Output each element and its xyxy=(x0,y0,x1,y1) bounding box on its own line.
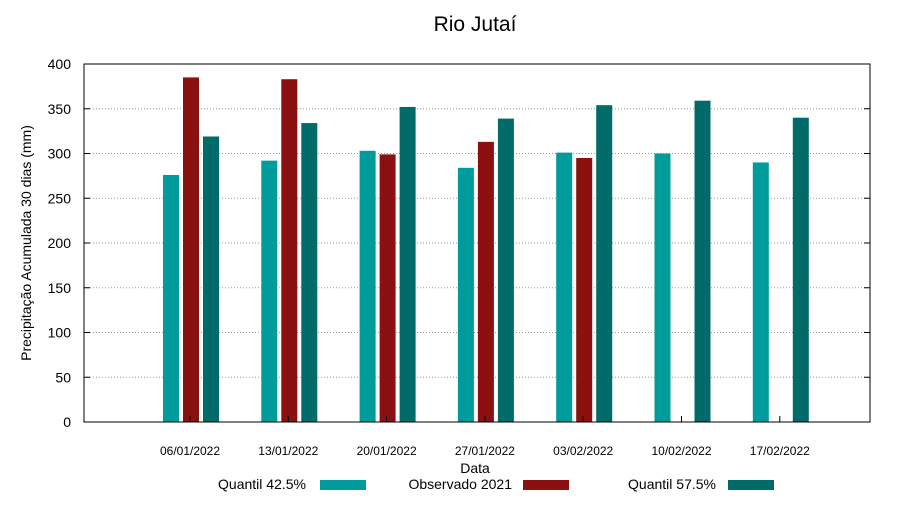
bar-0-0 xyxy=(163,174,179,422)
y-tick-label: 400 xyxy=(48,56,72,72)
y-tick-label: 200 xyxy=(48,235,72,251)
y-axis-label: Precipitação Acumulada 30 dias (mm) xyxy=(18,125,34,361)
bar-2-2 xyxy=(399,106,416,423)
bar-1-3 xyxy=(477,141,494,423)
y-tick-label: 350 xyxy=(48,101,72,117)
legend-label-1: Observado 2021 xyxy=(408,476,512,492)
bar-2-1 xyxy=(301,123,318,422)
legend-swatch-1 xyxy=(523,480,569,490)
x-axis-label: Data xyxy=(460,460,490,476)
x-tick-label: 20/01/2022 xyxy=(357,444,417,458)
gridlines xyxy=(84,108,870,378)
bar-1-1 xyxy=(281,79,298,422)
bar-0-5 xyxy=(654,153,671,422)
legend-label-2: Quantil 57.5% xyxy=(628,476,716,492)
legend-swatch-2 xyxy=(728,480,774,490)
x-tick-label: 27/01/2022 xyxy=(455,444,515,458)
bar-0-4 xyxy=(556,152,573,423)
legend-swatch-0 xyxy=(320,480,366,490)
x-tick-label: 10/02/2022 xyxy=(651,444,711,458)
legend-label-0: Quantil 42.5% xyxy=(218,476,306,492)
bar-1-0 xyxy=(183,77,199,423)
x-tick-label: 17/02/2022 xyxy=(750,444,810,458)
bar-2-6 xyxy=(792,117,809,422)
x-tick-label: 06/01/2022 xyxy=(160,444,220,458)
bar-0-1 xyxy=(261,160,278,422)
x-tick-label: 13/01/2022 xyxy=(258,444,318,458)
bar-2-3 xyxy=(497,118,514,422)
legend: Quantil 42.5% Observado 2021 Quantil 57.5% xyxy=(218,476,774,492)
bar-2-4 xyxy=(596,105,613,423)
bar-2-0 xyxy=(203,136,219,422)
y-axis-ticks: 0 50 100 150 200 250 300 350 400 xyxy=(48,56,870,430)
x-tick-label: 03/02/2022 xyxy=(553,444,613,458)
bar-0-3 xyxy=(457,167,474,422)
y-tick-label: 150 xyxy=(48,280,72,296)
y-tick-label: 50 xyxy=(55,369,71,385)
chart-title: Rio Jutaí xyxy=(434,13,517,36)
bars xyxy=(163,77,809,423)
bar-0-2 xyxy=(359,150,376,422)
y-tick-label: 300 xyxy=(48,146,72,162)
bar-1-2 xyxy=(379,154,396,422)
y-tick-label: 0 xyxy=(63,414,71,430)
bar-1-4 xyxy=(576,157,593,422)
bar-2-5 xyxy=(694,100,711,422)
y-tick-label: 100 xyxy=(48,325,72,341)
y-tick-label: 250 xyxy=(48,190,72,206)
x-axis-ticks: 06/01/2022 13/01/2022 20/01/2022 27/01/2022… xyxy=(160,416,810,458)
bar-0-6 xyxy=(752,162,769,422)
